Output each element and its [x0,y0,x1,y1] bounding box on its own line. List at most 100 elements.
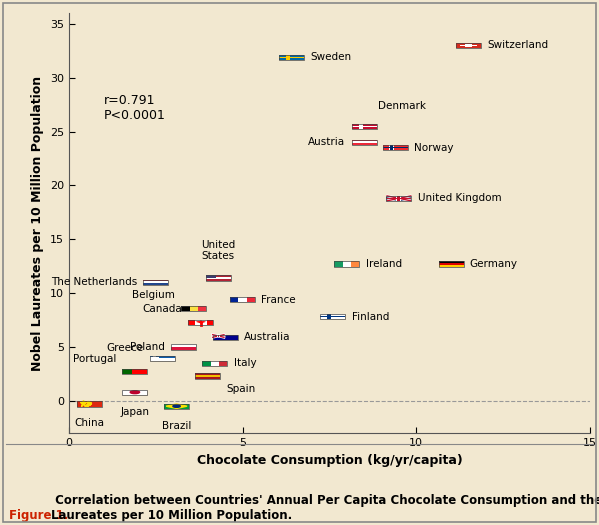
Bar [383,145,408,150]
Text: Norway: Norway [415,143,453,153]
Text: Austria: Austria [308,138,346,148]
Circle shape [130,391,140,394]
Bar [164,404,189,409]
Bar [122,369,132,374]
Bar [150,356,175,361]
Bar [181,306,190,311]
Text: Brazil: Brazil [162,421,191,430]
Bar [171,344,196,347]
Bar [198,306,207,311]
Bar [334,261,343,267]
Bar [217,335,220,337]
Text: Ireland: Ireland [365,259,402,269]
Bar [150,357,175,358]
Bar [77,402,102,407]
Bar [195,375,220,377]
Bar [150,359,175,360]
Bar [153,356,156,358]
Bar [389,145,394,150]
Bar [279,57,304,58]
Polygon shape [166,404,187,408]
Polygon shape [195,320,207,323]
Bar [238,297,247,302]
Bar [206,276,231,281]
Bar [343,261,351,267]
Bar [351,261,359,267]
Bar [386,196,412,201]
Text: Belgium: Belgium [132,290,175,300]
Text: Sweden: Sweden [310,52,351,62]
Text: Denmark: Denmark [379,101,426,111]
Bar [352,123,377,129]
Bar [213,335,238,340]
Bar [202,361,227,366]
Bar [459,45,477,46]
Bar [122,369,147,374]
Bar [286,55,291,60]
Text: Figure 1.: Figure 1. [9,509,68,522]
Text: United
States: United States [201,240,235,261]
Bar [320,314,346,319]
Bar [279,55,304,60]
Bar [171,347,196,350]
Bar [352,123,377,129]
Bar [230,297,238,302]
Bar [438,261,464,267]
Text: Italy: Italy [234,358,256,368]
Bar [386,198,412,199]
Text: United Kingdom: United Kingdom [418,193,501,203]
Text: Spain: Spain [226,384,256,394]
Bar [202,361,211,366]
Bar [150,356,159,358]
Bar [150,360,175,361]
Bar [456,43,481,48]
Bar [206,276,216,278]
Bar [352,141,377,143]
Bar [150,358,175,359]
Bar [217,335,219,337]
Bar [164,404,189,409]
Bar [247,297,255,302]
Text: Portugal: Portugal [72,354,116,364]
Text: Finland: Finland [352,312,389,322]
Bar [219,361,227,366]
Text: Greece: Greece [107,343,144,353]
Bar [279,55,304,60]
Bar [143,283,168,285]
Bar [386,196,412,201]
Bar [397,196,401,201]
Bar [195,373,220,379]
Text: Australia: Australia [244,332,291,342]
Bar [150,356,175,361]
Bar [143,281,168,283]
Bar [122,390,147,395]
Text: Canada: Canada [143,304,182,314]
Bar [150,357,159,358]
Bar [206,276,231,281]
Bar [230,297,255,302]
Bar [456,43,481,48]
Bar [213,335,238,340]
Bar [438,261,464,263]
Circle shape [173,405,180,407]
Bar [320,314,346,319]
Text: Japan: Japan [120,407,149,417]
Bar [352,140,377,145]
Text: Switzerland: Switzerland [487,40,548,50]
Bar [359,123,362,129]
X-axis label: Chocolate Consumption (kg/yr/capita): Chocolate Consumption (kg/yr/capita) [196,454,462,467]
Text: France: France [261,295,296,304]
Bar [195,373,220,379]
Bar [386,198,412,199]
Bar [438,265,464,267]
Bar [320,316,346,318]
Bar [143,280,168,285]
Bar [334,261,359,267]
Bar [383,145,408,150]
Bar [132,369,147,374]
Text: Poland: Poland [130,342,165,352]
Text: China: China [75,418,105,428]
Bar [143,280,168,281]
Bar [211,361,219,366]
Y-axis label: Nobel Laureates per 10 Million Population: Nobel Laureates per 10 Million Populatio… [31,76,44,371]
